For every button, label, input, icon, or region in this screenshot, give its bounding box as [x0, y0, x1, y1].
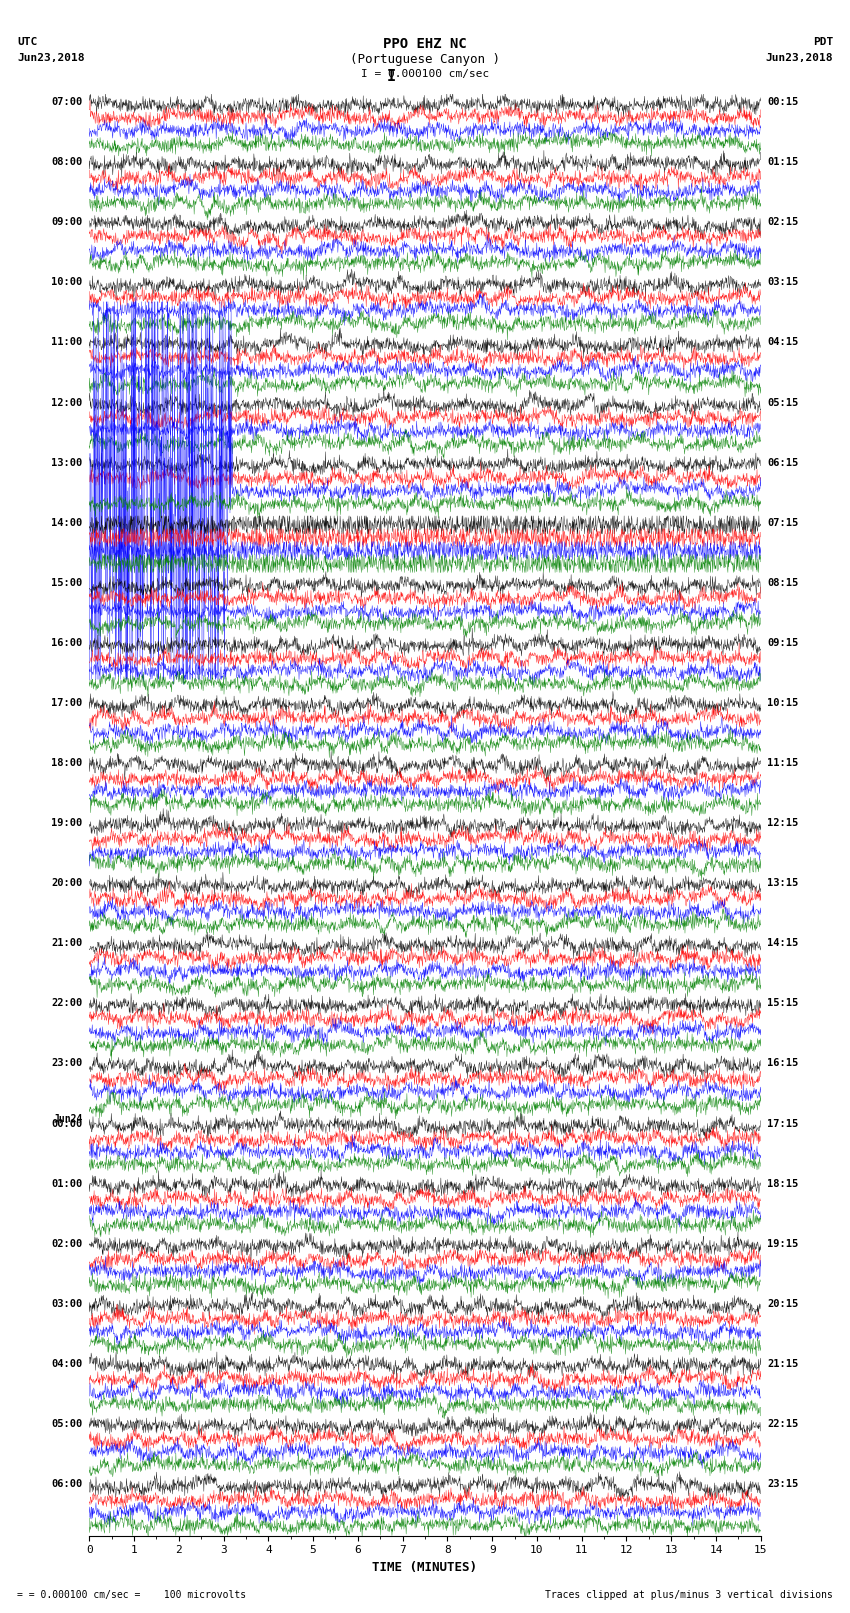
Text: 06:15: 06:15 — [768, 458, 799, 468]
Text: 03:15: 03:15 — [768, 277, 799, 287]
Text: 17:00: 17:00 — [51, 698, 82, 708]
Text: 13:15: 13:15 — [768, 877, 799, 889]
Text: 15:15: 15:15 — [768, 998, 799, 1008]
Text: 00:00: 00:00 — [51, 1118, 82, 1129]
Text: 13:00: 13:00 — [51, 458, 82, 468]
Text: 02:15: 02:15 — [768, 218, 799, 227]
Text: 21:15: 21:15 — [768, 1358, 799, 1369]
Text: 05:15: 05:15 — [768, 397, 799, 408]
Text: Jun23,2018: Jun23,2018 — [17, 53, 84, 63]
Text: 19:00: 19:00 — [51, 818, 82, 827]
Text: I = 0.000100 cm/sec: I = 0.000100 cm/sec — [361, 69, 489, 79]
Text: 22:00: 22:00 — [51, 998, 82, 1008]
Text: 04:00: 04:00 — [51, 1358, 82, 1369]
Text: Traces clipped at plus/minus 3 vertical divisions: Traces clipped at plus/minus 3 vertical … — [545, 1590, 833, 1600]
Text: 16:00: 16:00 — [51, 637, 82, 648]
Text: 22:15: 22:15 — [768, 1419, 799, 1429]
Text: 11:15: 11:15 — [768, 758, 799, 768]
Text: 18:15: 18:15 — [768, 1179, 799, 1189]
Text: 05:00: 05:00 — [51, 1419, 82, 1429]
Text: 16:15: 16:15 — [768, 1058, 799, 1068]
Text: 10:15: 10:15 — [768, 698, 799, 708]
X-axis label: TIME (MINUTES): TIME (MINUTES) — [372, 1561, 478, 1574]
Text: 17:15: 17:15 — [768, 1118, 799, 1129]
Text: 15:00: 15:00 — [51, 577, 82, 587]
Text: 23:15: 23:15 — [768, 1479, 799, 1489]
Text: 06:00: 06:00 — [51, 1479, 82, 1489]
Text: 08:00: 08:00 — [51, 156, 82, 168]
Text: 11:00: 11:00 — [51, 337, 82, 347]
Text: Jun24: Jun24 — [54, 1113, 82, 1124]
Text: 23:00: 23:00 — [51, 1058, 82, 1068]
Text: 09:00: 09:00 — [51, 218, 82, 227]
Text: 08:15: 08:15 — [768, 577, 799, 587]
Text: 01:15: 01:15 — [768, 156, 799, 168]
Text: 10:00: 10:00 — [51, 277, 82, 287]
Text: 20:15: 20:15 — [768, 1298, 799, 1308]
Text: 14:00: 14:00 — [51, 518, 82, 527]
Text: 19:15: 19:15 — [768, 1239, 799, 1248]
Text: 12:00: 12:00 — [51, 397, 82, 408]
Text: 00:15: 00:15 — [768, 97, 799, 106]
Text: PDT: PDT — [813, 37, 833, 47]
Text: 18:00: 18:00 — [51, 758, 82, 768]
Text: 02:00: 02:00 — [51, 1239, 82, 1248]
Text: UTC: UTC — [17, 37, 37, 47]
Text: 07:15: 07:15 — [768, 518, 799, 527]
Text: 07:00: 07:00 — [51, 97, 82, 106]
Text: 03:00: 03:00 — [51, 1298, 82, 1308]
Text: I: I — [387, 69, 395, 84]
Text: 20:00: 20:00 — [51, 877, 82, 889]
Text: 14:15: 14:15 — [768, 939, 799, 948]
Text: 12:15: 12:15 — [768, 818, 799, 827]
Text: 09:15: 09:15 — [768, 637, 799, 648]
Text: 01:00: 01:00 — [51, 1179, 82, 1189]
Text: PPO EHZ NC: PPO EHZ NC — [383, 37, 467, 52]
Text: 21:00: 21:00 — [51, 939, 82, 948]
Text: Jun23,2018: Jun23,2018 — [766, 53, 833, 63]
Text: = = 0.000100 cm/sec =    100 microvolts: = = 0.000100 cm/sec = 100 microvolts — [17, 1590, 246, 1600]
Text: (Portuguese Canyon ): (Portuguese Canyon ) — [350, 53, 500, 66]
Text: 04:15: 04:15 — [768, 337, 799, 347]
